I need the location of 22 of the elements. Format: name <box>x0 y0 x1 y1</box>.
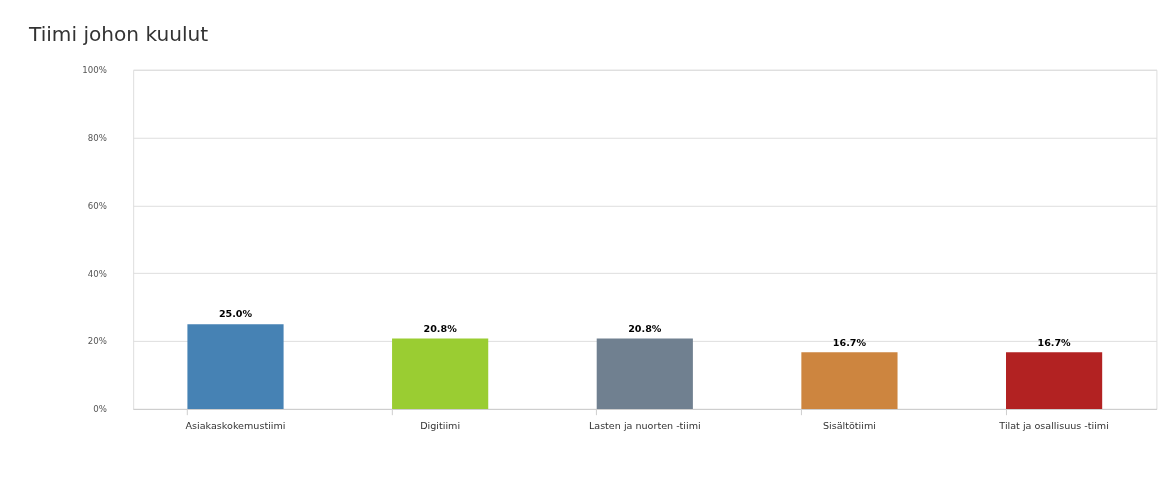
chart-title: Tiimi johon kuulut <box>28 22 209 47</box>
y-tick-label: 0% <box>93 404 107 415</box>
bar <box>187 324 284 409</box>
data-label: 20.8% <box>628 322 662 334</box>
data-label: 16.7% <box>1037 336 1072 348</box>
y-tick-label: 40% <box>87 268 107 279</box>
bar <box>1006 352 1103 409</box>
data-label: 16.7% <box>832 336 867 348</box>
bar <box>801 352 898 409</box>
x-tick-label: Digitiimi <box>420 419 461 431</box>
x-tick-label: Sisältötiimi <box>822 419 876 431</box>
y-tick-label: 100% <box>82 65 107 76</box>
y-tick-label: 80% <box>87 132 107 143</box>
y-tick-label: 60% <box>87 200 107 211</box>
x-tick-label: Tilat ja osallisuus -tiimi <box>998 419 1109 431</box>
data-label: 25.0% <box>218 308 253 320</box>
x-tick-label: Lasten ja nuorten -tiimi <box>588 419 701 431</box>
bar <box>392 338 489 409</box>
data-label: 20.8% <box>423 322 458 334</box>
y-tick-label: 20% <box>87 336 107 347</box>
x-tick-label: Asiakaskokemustiimi <box>185 419 286 431</box>
bar <box>596 338 693 409</box>
